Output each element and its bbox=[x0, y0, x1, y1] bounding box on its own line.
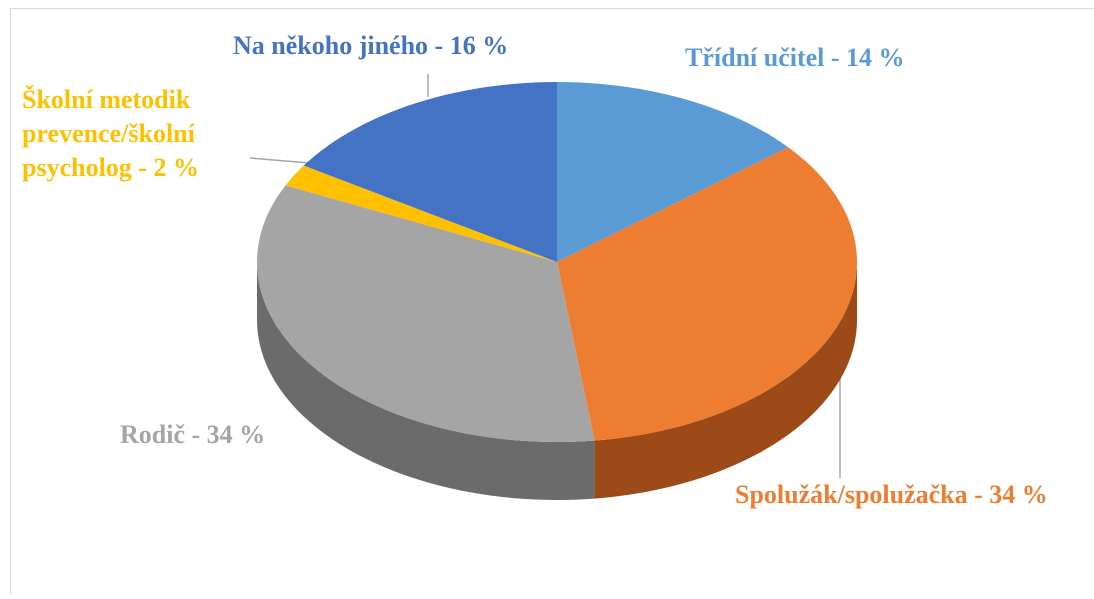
data-label: Na někoho jiného - 16 % bbox=[233, 31, 508, 60]
data-label: Třídní učitel - 14 % bbox=[685, 43, 905, 72]
leader-line bbox=[250, 158, 310, 163]
data-label: Rodič - 34 % bbox=[120, 420, 265, 449]
data-label: Spolužák/spolužačka - 34 % bbox=[735, 480, 1048, 509]
